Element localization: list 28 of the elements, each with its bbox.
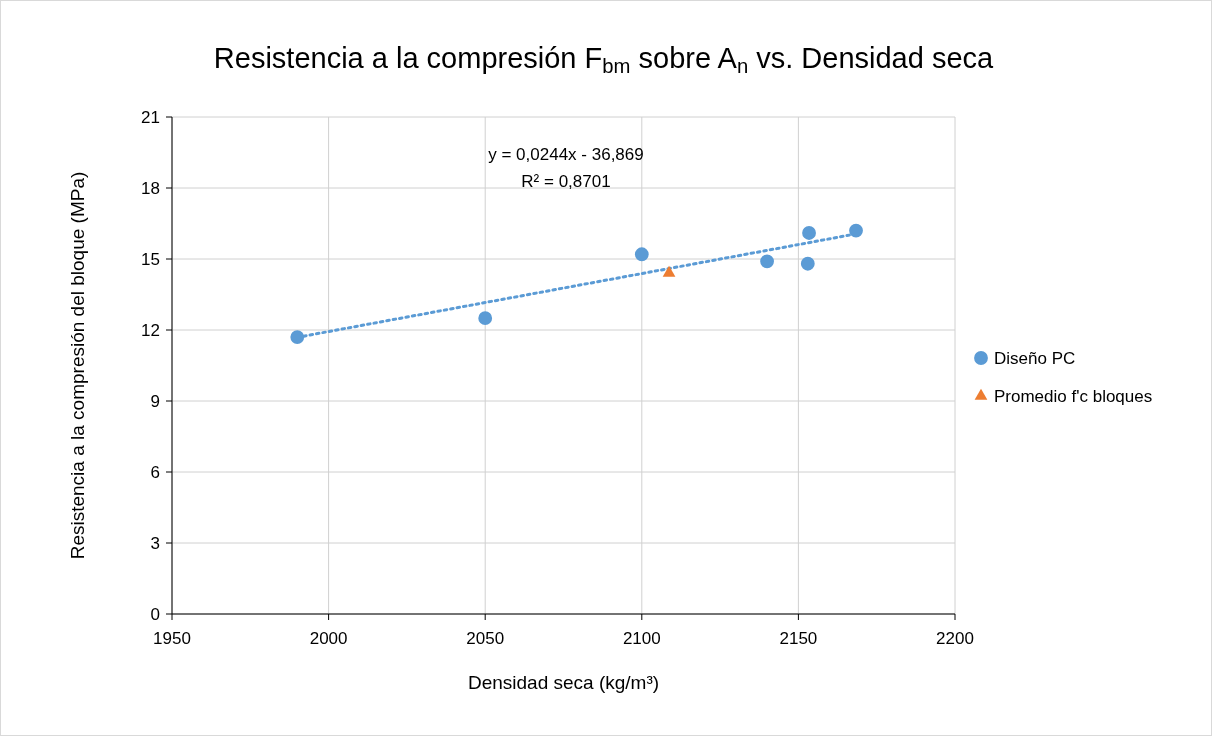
- x-tick-label: 2200: [936, 629, 974, 648]
- point: [800, 256, 815, 271]
- point: [634, 247, 649, 262]
- point: [478, 311, 493, 326]
- y-tick-label: 15: [141, 250, 160, 269]
- y-tick-label: 0: [150, 605, 160, 624]
- y-axis-title: Resistencia a la compresión del bloque (MPa): [67, 171, 88, 560]
- point: [849, 223, 863, 238]
- chart-title: Resistencia a la compresión F$_{bm}$ sobre A$_{n}$ vs. Densidad seca: [213, 42, 995, 77]
- y-tick-label: 9: [150, 392, 160, 411]
- x-tick-label: 2100: [622, 629, 661, 648]
- legend-label: Promedio f'c bloques: [994, 387, 1153, 406]
- legend-label: Diseño PC: [994, 349, 1076, 368]
- x-tick-label: 2000: [309, 629, 348, 648]
- y-tick-label: 18: [141, 179, 160, 198]
- point: [760, 254, 774, 269]
- y-tick-label: 12: [141, 321, 160, 340]
- x-tick-label: 2050: [466, 629, 505, 648]
- annotation: R² = 0,8701: [521, 172, 611, 191]
- y-tick-label: 3: [150, 534, 160, 553]
- y-tick-label: 6: [150, 463, 160, 482]
- annotation: y = 0,0244x - 36,869: [488, 145, 644, 164]
- x-tick-label: 2150: [779, 629, 818, 648]
- y-tick-label: 21: [141, 108, 160, 127]
- point: [290, 330, 305, 344]
- x-tick-label: 1950: [153, 629, 191, 648]
- point: [802, 226, 816, 240]
- x-axis-title: Densidad seca (kg/m³): [467, 672, 660, 693]
